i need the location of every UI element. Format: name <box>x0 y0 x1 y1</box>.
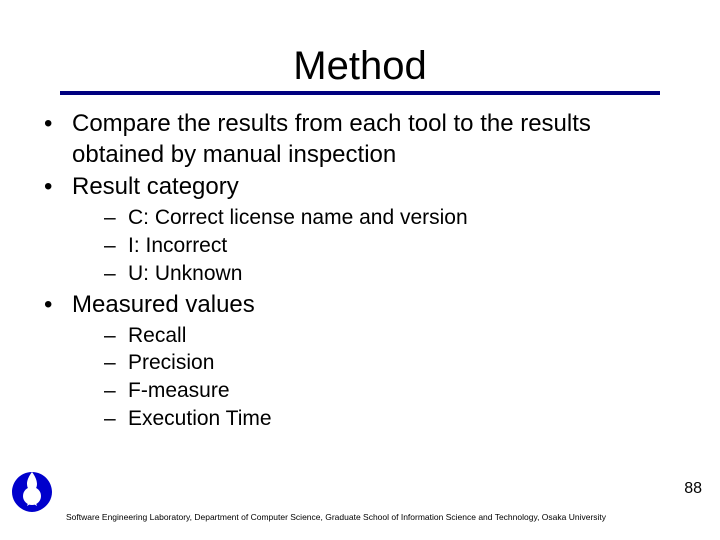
sub-bullet-text: Precision <box>128 351 214 374</box>
bullet-item: Measured values Recall Precision F-measu… <box>34 290 686 433</box>
title-wrap: Method <box>0 0 720 89</box>
footer-text: Software Engineering Laboratory, Departm… <box>66 512 606 522</box>
slide-title: Method <box>285 44 434 89</box>
sub-bullet-list: C: Correct license name and version I: I… <box>72 205 686 288</box>
sub-bullet-text: U: Unknown <box>128 262 242 285</box>
sub-bullet-text: C: Correct license name and version <box>128 206 468 229</box>
content-area: Compare the results from each tool to th… <box>0 95 720 433</box>
sub-bullet-item: U: Unknown <box>104 261 686 288</box>
sub-bullet-text: F-measure <box>128 379 230 402</box>
sub-bullet-item: C: Correct license name and version <box>104 205 686 232</box>
sub-bullet-text: Execution Time <box>128 407 272 430</box>
sub-bullet-item: Recall <box>104 323 686 350</box>
university-logo-icon <box>10 470 54 514</box>
sub-bullet-text: I: Incorrect <box>128 234 227 257</box>
bullet-text: Result category <box>72 173 239 200</box>
bullet-item: Compare the results from each tool to th… <box>34 109 686 170</box>
bullet-item: Result category C: Correct license name … <box>34 172 686 287</box>
sub-bullet-text: Recall <box>128 324 186 347</box>
sub-bullet-item: I: Incorrect <box>104 233 686 260</box>
sub-bullet-list: Recall Precision F-measure Execution Tim… <box>72 323 686 434</box>
sub-bullet-item: F-measure <box>104 378 686 405</box>
slide: Method Compare the results from each too… <box>0 0 720 540</box>
page-number: 88 <box>684 480 702 498</box>
sub-bullet-item: Precision <box>104 350 686 377</box>
sub-bullet-item: Execution Time <box>104 406 686 433</box>
bullet-text: Compare the results from each tool to th… <box>72 110 591 168</box>
bullet-list: Compare the results from each tool to th… <box>34 109 686 433</box>
bullet-text: Measured values <box>72 291 255 318</box>
